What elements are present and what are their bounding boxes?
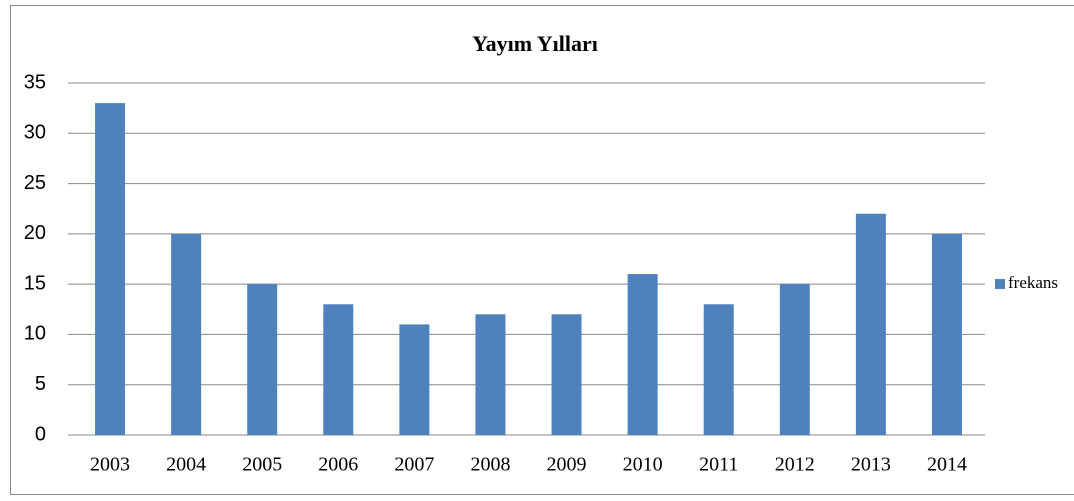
bar xyxy=(703,304,734,435)
x-tick-label: 2011 xyxy=(699,454,738,476)
y-tick-label: 25 xyxy=(24,172,46,194)
x-tick-label: 2007 xyxy=(394,454,434,476)
bar xyxy=(171,233,202,435)
y-tick-label: 10 xyxy=(24,323,46,345)
y-tick-label: 5 xyxy=(35,373,46,395)
legend-label: frekans xyxy=(1008,273,1058,292)
chart-border xyxy=(10,5,1074,495)
x-tick-label: 2005 xyxy=(242,454,282,476)
legend-swatch xyxy=(995,279,1005,289)
y-tick-label: 30 xyxy=(24,122,46,144)
bar xyxy=(399,324,430,435)
y-tick-label: 15 xyxy=(24,272,46,294)
bar xyxy=(475,314,506,435)
bar xyxy=(323,304,354,435)
x-tick-label: 2004 xyxy=(166,454,206,476)
x-tick-label: 2013 xyxy=(851,454,891,476)
x-tick-label: 2012 xyxy=(775,454,815,476)
x-tick-label: 2009 xyxy=(547,454,587,476)
bar xyxy=(627,274,658,435)
y-tick-label: 0 xyxy=(35,423,46,445)
bar xyxy=(247,284,278,435)
chart-title: Yayım Yılları xyxy=(472,31,598,56)
x-tick-label: 2008 xyxy=(470,454,510,476)
x-tick-label: 2003 xyxy=(90,454,130,476)
bar xyxy=(779,284,810,435)
y-tick-label: 20 xyxy=(24,222,46,244)
bar xyxy=(855,213,886,435)
bar xyxy=(95,103,126,435)
y-tick-label: 35 xyxy=(24,71,46,93)
bar xyxy=(551,314,582,435)
x-tick-label: 2010 xyxy=(623,454,663,476)
x-tick-label: 2014 xyxy=(927,454,967,476)
bar xyxy=(931,233,962,435)
x-tick-label: 2006 xyxy=(318,454,358,476)
